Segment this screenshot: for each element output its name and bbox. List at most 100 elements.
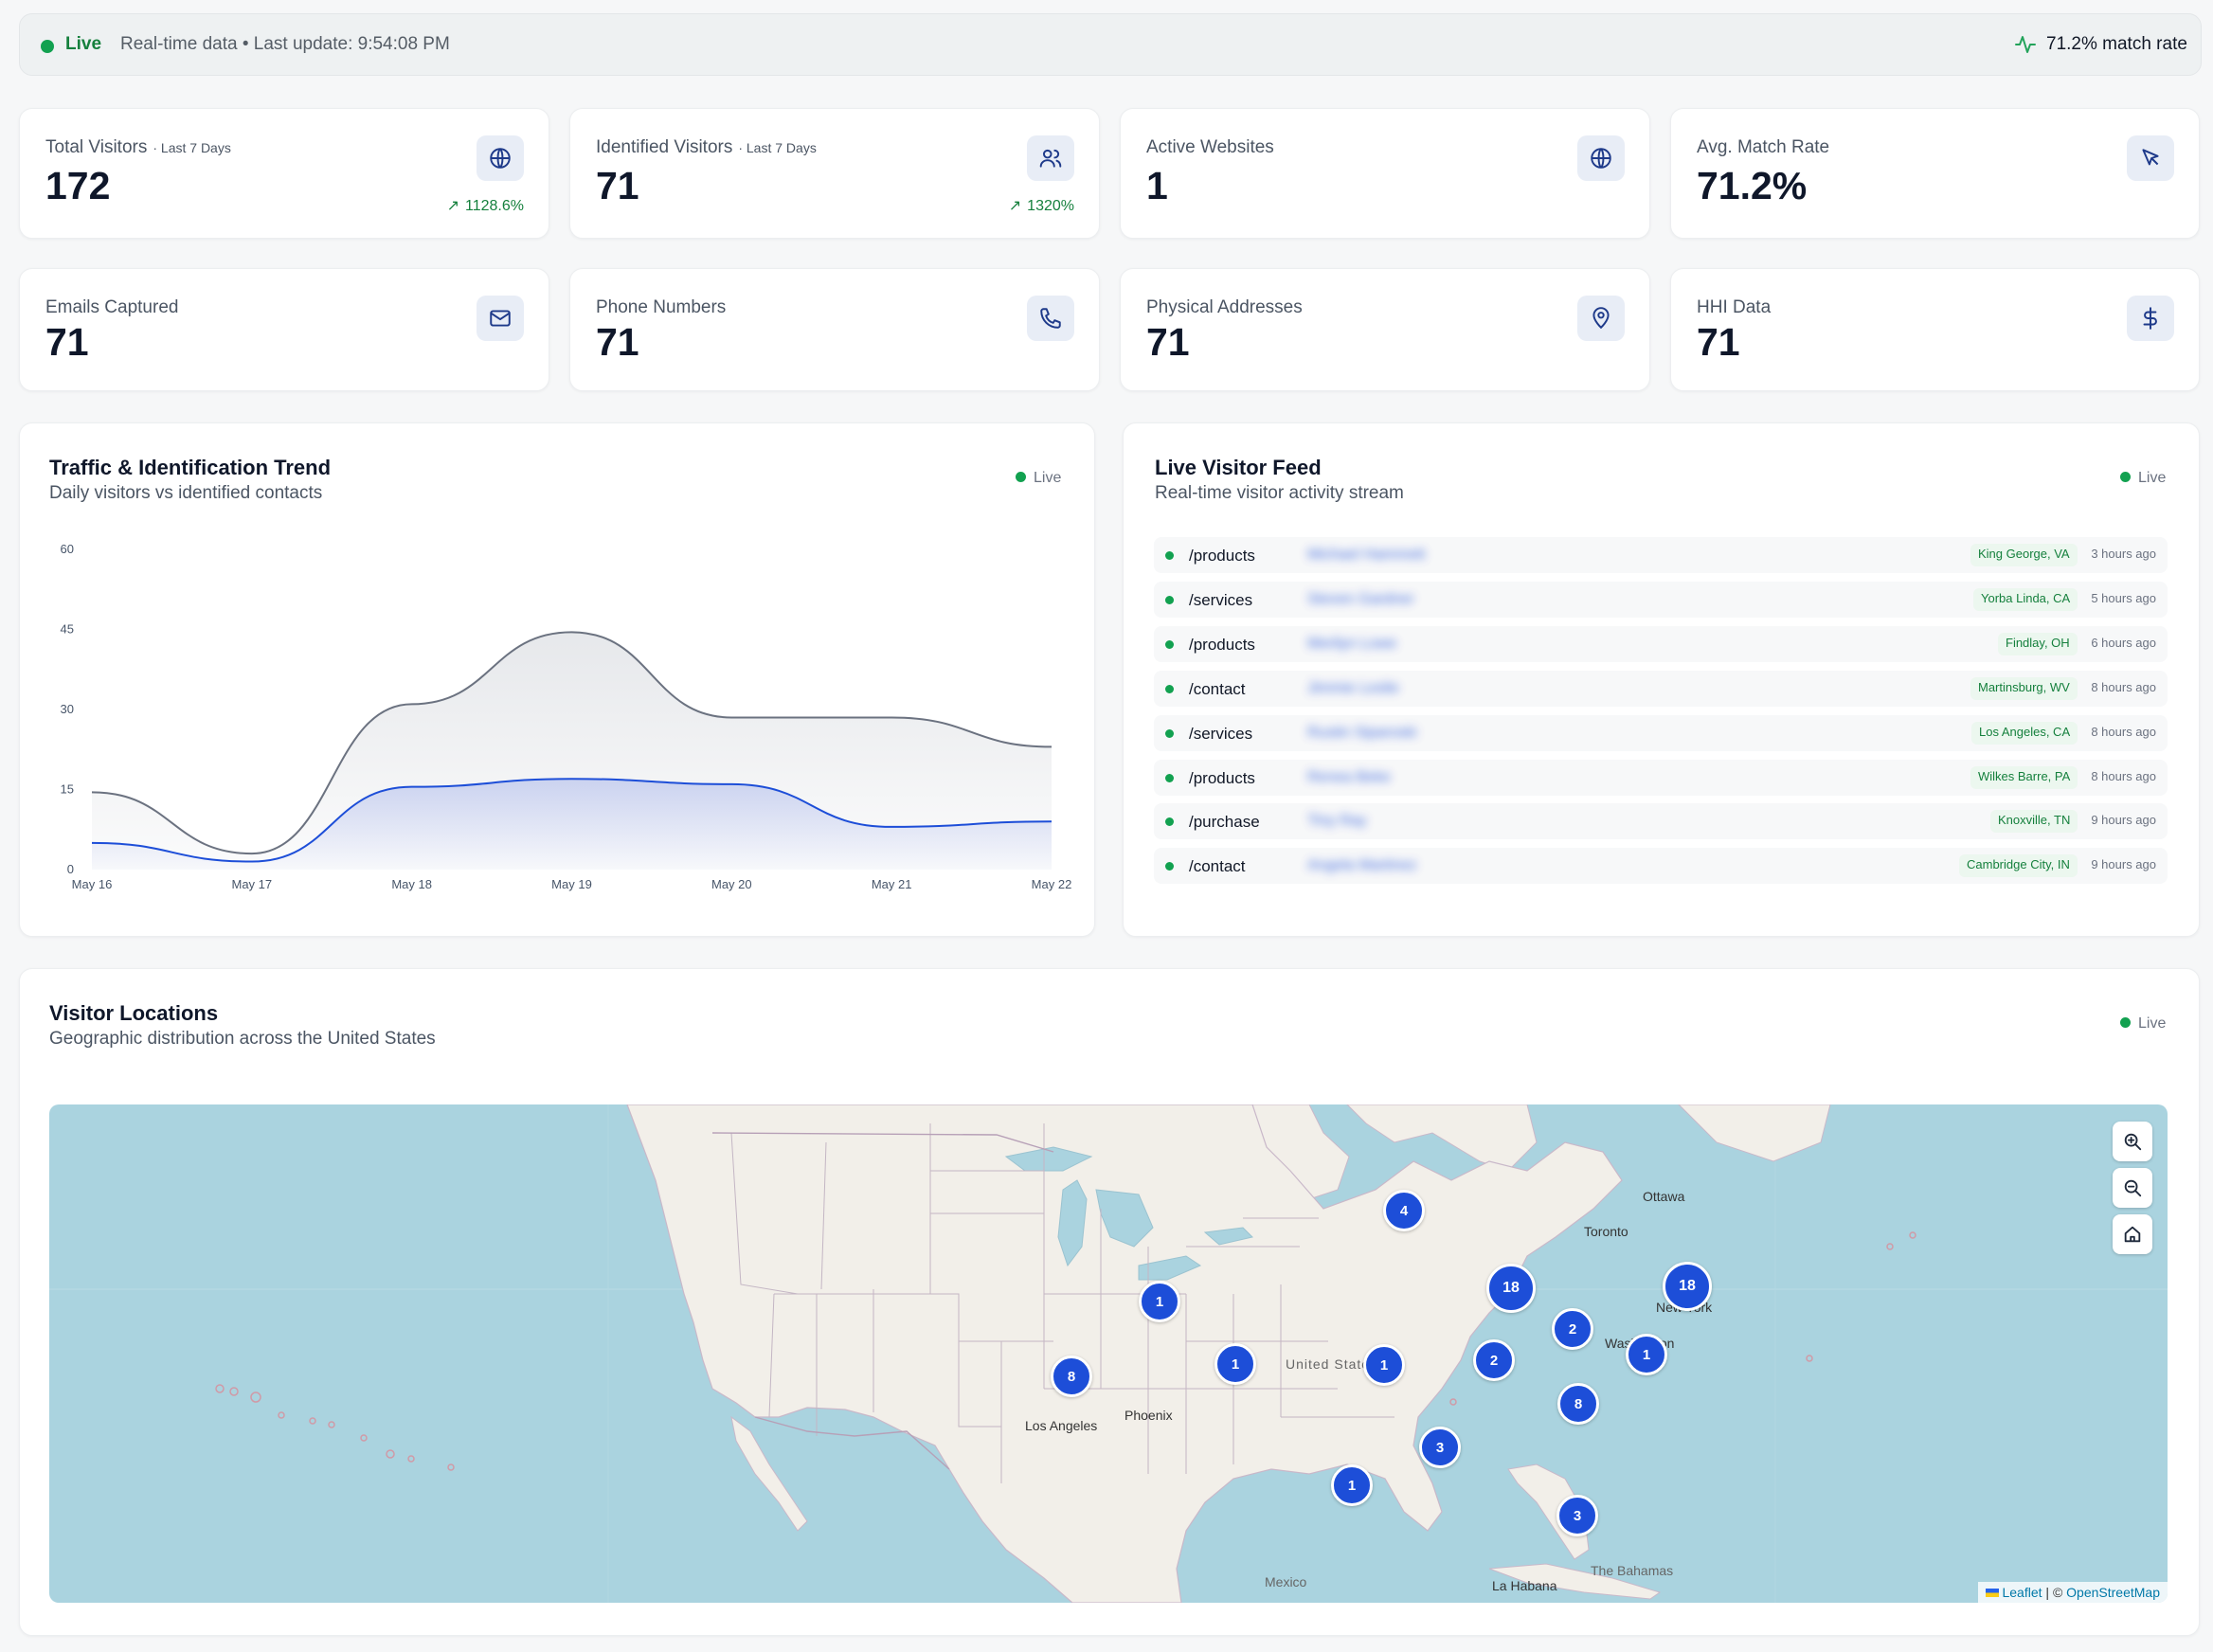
openstreetmap-link[interactable]: OpenStreetMap	[2066, 1585, 2160, 1600]
map-cluster-marker[interactable]: 1	[1331, 1464, 1373, 1506]
stat-label: Avg. Match Rate	[1697, 137, 1830, 157]
users-icon	[1039, 149, 1062, 168]
live-indicator-icon	[41, 40, 54, 53]
phone-icon	[1040, 308, 1061, 329]
map-label-la-habana: La Habana	[1492, 1578, 1557, 1593]
map-label-bahamas: The Bahamas	[1591, 1563, 1674, 1578]
x-tick-label: May 17	[232, 877, 273, 891]
map-cluster-marker[interactable]: 3	[1556, 1495, 1598, 1536]
feed-row[interactable]: /products Michael Hammett King George, VA 3…	[1154, 537, 2168, 573]
trend-live-badge: Live	[1016, 470, 1061, 487]
stat-trend: 1320%	[1027, 198, 1074, 214]
feed-row[interactable]: /services Steven Gardner Yorba Linda, CA 5 …	[1154, 581, 2168, 618]
stat-card-phone-numbers: Phone Numbers 71	[569, 268, 1100, 391]
feed-visitor-name: Merilyn Lowe	[1307, 635, 1397, 652]
status-dot-icon	[1165, 817, 1174, 827]
feed-visitor-name: Rustin Siparoski	[1307, 724, 1417, 741]
stat-card-physical-addresses: Physical Addresses 71	[1120, 268, 1650, 391]
feed-time: 6 hours ago	[2091, 635, 2156, 650]
y-tick-label: 60	[61, 542, 74, 556]
feed-row[interactable]: /services Rustin Siparoski Los Angeles, CA…	[1154, 714, 2168, 751]
home-icon	[2124, 1226, 2141, 1243]
map-cluster-marker[interactable]: 1	[1214, 1343, 1256, 1385]
feed-path: /contact	[1189, 857, 1246, 876]
feed-time: 3 hours ago	[2091, 547, 2156, 561]
feed-visitor-name: Tiny Ray	[1307, 813, 1367, 830]
map-label-toronto: Toronto	[1584, 1224, 1628, 1239]
map-cluster-marker[interactable]: 1	[1626, 1334, 1667, 1375]
x-tick-label: May 22	[1032, 877, 1072, 891]
map-cluster-marker[interactable]: 8	[1051, 1356, 1092, 1397]
feed-time: 5 hours ago	[2091, 590, 2156, 605]
feed-location-badge: Knoxville, TN	[1990, 810, 2078, 834]
feed-time: 9 hours ago	[2091, 813, 2156, 828]
x-tick-label: May 19	[551, 877, 592, 891]
mail-icon	[490, 310, 511, 327]
feed-location-badge: Yorba Linda, CA	[1973, 587, 2078, 611]
y-tick-label: 15	[61, 782, 74, 797]
status-dot-icon	[1165, 684, 1174, 693]
stat-card-total-visitors: Total Visitors · Last 7 Days 172 ↗ 1128.6%	[19, 108, 549, 239]
map-cluster-marker[interactable]: 4	[1383, 1190, 1425, 1231]
visitor-map[interactable]: Ottawa Toronto New York Washington Unite…	[49, 1104, 2168, 1603]
feed-location-badge: Wilkes Barre, PA	[1970, 765, 2078, 789]
feed-location-badge: Martinsburg, WV	[1970, 676, 2078, 700]
map-cluster-marker[interactable]: 2	[1473, 1339, 1515, 1381]
map-label-ottawa: Ottawa	[1643, 1189, 1685, 1204]
map-cluster-marker[interactable]: 3	[1419, 1427, 1461, 1468]
status-bar: Live Real-time data • Last update: 9:54:…	[19, 13, 2202, 76]
feed-path: /contact	[1189, 679, 1246, 698]
live-label: Live	[1034, 470, 1062, 486]
y-tick-label: 30	[61, 702, 74, 716]
zoom-in-button[interactable]	[2113, 1122, 2152, 1161]
x-tick-label: May 21	[872, 877, 912, 891]
globe-icon	[1591, 148, 1611, 169]
stat-trend: 1128.6%	[465, 198, 524, 214]
series-total-line	[91, 631, 1053, 855]
dollar-icon	[2143, 307, 2157, 330]
zoom-out-button[interactable]	[2113, 1168, 2152, 1208]
feed-time: 8 hours ago	[2091, 679, 2156, 694]
map-cluster-marker[interactable]: 1	[1363, 1344, 1405, 1386]
live-label: Live	[65, 34, 102, 54]
map-basemap[interactable]	[49, 1104, 2168, 1603]
stat-card-hhi-data: HHI Data 71	[1670, 268, 2200, 391]
feed-row[interactable]: /contact Angela Martinez Cambridge City, I…	[1154, 848, 2168, 885]
stat-card-emails-captured: Emails Captured 71	[19, 268, 549, 391]
activity-icon	[2015, 36, 2036, 53]
stat-value: 1	[1146, 164, 1168, 207]
feed-row[interactable]: /products Renea Beke Wilkes Barre, PA 8 hou…	[1154, 759, 2168, 796]
feed-path: /products	[1189, 635, 1255, 654]
status-dot-icon	[1165, 551, 1174, 560]
live-label: Live	[2138, 470, 2167, 486]
leaflet-link[interactable]: Leaflet	[2002, 1585, 2042, 1600]
map-cluster-marker[interactable]: 8	[1557, 1383, 1599, 1425]
attribution-separator: | ©	[2045, 1585, 2063, 1600]
map-cluster-marker[interactable]: 2	[1552, 1308, 1593, 1350]
map-cluster-marker[interactable]: 18	[1486, 1264, 1536, 1313]
live-indicator-icon	[1016, 472, 1026, 482]
y-tick-label: 0	[67, 862, 74, 876]
reset-view-button[interactable]	[2113, 1214, 2152, 1254]
map-attribution: Leaflet | © OpenStreetMap	[1977, 1582, 2168, 1603]
feed-visitor-name: Renea Beke	[1307, 768, 1392, 785]
feed-visitor-name: Steven Gardner	[1307, 590, 1414, 607]
stat-value: 71	[596, 320, 639, 364]
feed-visitor-name: Angela Martinez	[1307, 857, 1417, 874]
trend-panel-title: Traffic & Identification Trend	[49, 456, 332, 479]
feed-location-badge: King George, VA	[1970, 544, 2078, 566]
map-cluster-marker[interactable]: 18	[1663, 1262, 1712, 1311]
stat-value: 71.2%	[1697, 164, 1808, 207]
feed-row[interactable]: /products Merilyn Lowe Findlay, OH 6 hours …	[1154, 625, 2168, 662]
y-tick-label: 45	[61, 622, 74, 637]
trend-up-icon: ↗	[446, 198, 460, 214]
feed-row[interactable]: /purchase Tiny Ray Knoxville, TN 9 hours ag…	[1154, 803, 2168, 840]
feed-panel-subtitle: Real-time visitor activity stream	[1155, 483, 1404, 503]
live-indicator-icon	[2120, 472, 2131, 482]
feed-time: 8 hours ago	[2091, 768, 2156, 783]
feed-row[interactable]: /contact Jimmie Leslie Martinsburg, WV 8 ho…	[1154, 670, 2168, 707]
status-dot-icon	[1165, 862, 1174, 871]
stat-label: Total Visitors	[45, 137, 148, 157]
feed-path: /services	[1189, 724, 1253, 743]
map-cluster-marker[interactable]: 1	[1139, 1281, 1180, 1322]
